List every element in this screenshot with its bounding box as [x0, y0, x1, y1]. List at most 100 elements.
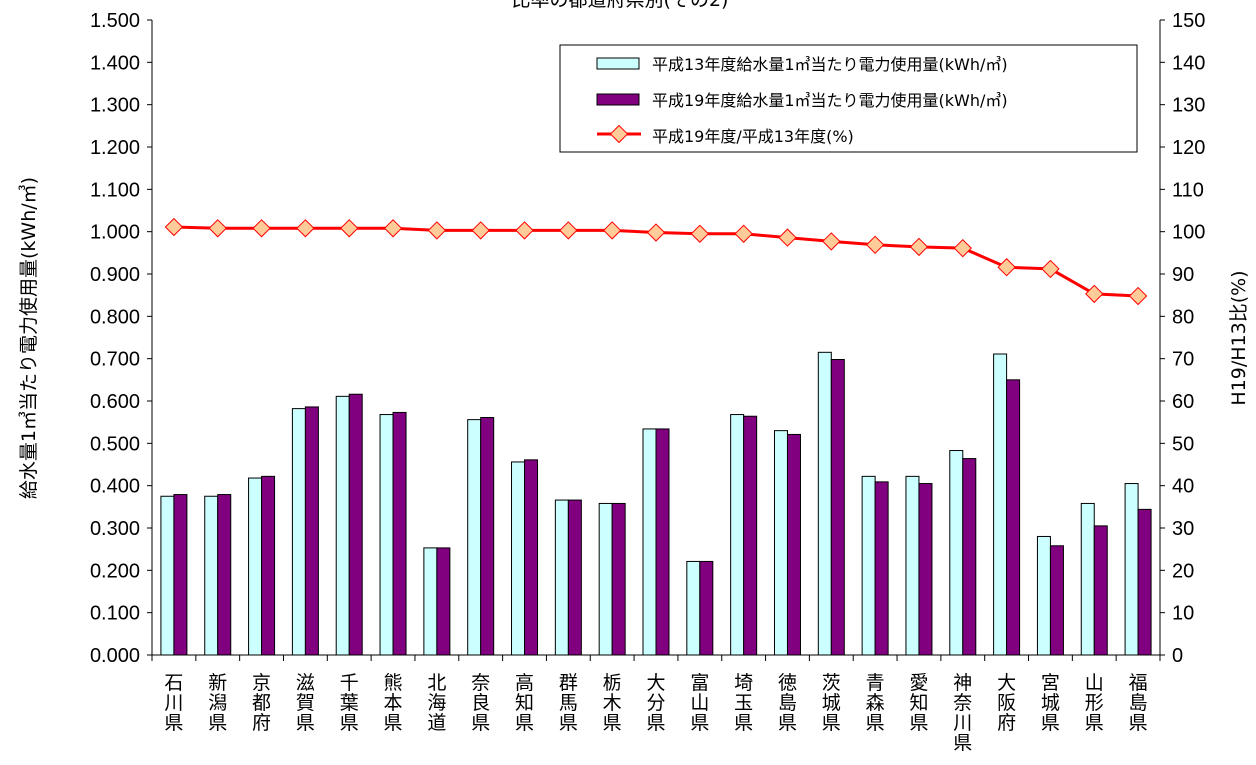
ratio-point-marker: [208, 219, 227, 238]
left-y-tick-label: 1.100: [90, 179, 140, 201]
right-y-tick-label: 150: [1172, 10, 1205, 32]
left-y-tick-label: 1.200: [90, 137, 140, 159]
bar-h19: [655, 428, 670, 656]
ratio-point-marker: [1085, 284, 1104, 304]
ratio-point-marker: [690, 224, 710, 243]
right-y-tick-label: 60: [1172, 391, 1194, 413]
right-y-tick-label: 70: [1172, 349, 1194, 371]
ratio-point-marker: [822, 232, 841, 251]
right-y-tick-label: 120: [1172, 137, 1205, 159]
chart-title: 比率の都道府県別(その2): [512, 0, 729, 11]
bar-h19: [918, 483, 933, 656]
ratio-point-marker: [865, 235, 885, 254]
bar-h13: [511, 461, 526, 656]
ratio-point-marker: [778, 228, 797, 247]
bar-h13: [686, 560, 701, 656]
bar-h13: [248, 477, 263, 656]
bar-h19: [743, 415, 758, 656]
bar-h19: [1049, 545, 1064, 656]
x-category-label: 京都府: [252, 672, 271, 734]
left-y-tick-label: 0.700: [90, 349, 140, 371]
x-category-label: 青森県: [866, 672, 885, 734]
ratio-point-marker: [997, 258, 1016, 277]
bar-h13: [379, 414, 394, 656]
bar-h19: [436, 547, 451, 656]
x-category-label: 新潟県: [208, 672, 227, 734]
bar-h13: [160, 495, 175, 656]
left-y-tick-label: 1.000: [90, 222, 140, 244]
x-axis-category-labels: 石川県 新潟県 京都府 滋賀県 千葉県 熊本県 北海道 奈良県 高知県 群馬県 栃木県 大分県 富山県 埼…: [164, 672, 1147, 754]
bar-h13: [642, 428, 657, 656]
ratio-point-marker: [646, 223, 666, 242]
ratio-point-marker: [953, 238, 972, 258]
legend-swatch-ratio-marker: [609, 124, 629, 144]
right-y-tick-label: 100: [1172, 222, 1205, 244]
x-category-label: 大分県: [646, 672, 665, 734]
ratio-point-marker: [164, 217, 184, 237]
left-y-tick-label: 0.600: [90, 391, 140, 413]
left-y-tick-label: 0.400: [90, 476, 140, 498]
bar-h19: [304, 406, 319, 656]
bar-h13: [730, 414, 745, 656]
right-y-tick-label: 80: [1172, 306, 1194, 328]
left-y-axis-ticks: 0.000 0.100 0.200 0.300 0.400 0.500 0.600 0.700…: [90, 10, 140, 667]
ratio-point-marker: [1128, 286, 1148, 306]
left-y-tick-label: 0.100: [90, 603, 140, 625]
right-y-axis-title: H19/H13比(%): [1228, 270, 1250, 405]
right-y-tick-label: 50: [1172, 433, 1194, 455]
right-y-tick-label: 40: [1172, 476, 1194, 498]
left-y-axis-title: 給水量1㎥当たり電力使用量(kWh/㎥): [18, 177, 40, 499]
left-y-tick-label: 0.500: [90, 433, 140, 455]
bar-h19: [962, 458, 977, 656]
x-category-label: 千葉県: [340, 672, 359, 734]
x-category-label: 福島県: [1129, 672, 1148, 734]
legend-box: [559, 44, 1138, 153]
bar-h13: [993, 353, 1008, 656]
bar-h19: [348, 393, 363, 656]
bars: [160, 351, 1152, 656]
bar-h13: [1080, 502, 1095, 656]
x-category-label: 埼玉県: [734, 672, 753, 734]
left-y-tick-label: 1.400: [90, 52, 140, 74]
bar-h19: [830, 359, 845, 656]
bar-h13: [773, 430, 788, 656]
left-y-tick-label: 0.200: [90, 560, 140, 582]
right-y-axis-ticks: 0 10 20 30 40 50 60 70 80 90 100 110 120 130 140 150: [1172, 10, 1205, 667]
x-category-label: 北海道: [427, 672, 446, 734]
x-category-label: 熊本県: [384, 672, 403, 734]
left-y-tick-label: 0.300: [90, 518, 140, 540]
legend-swatch-h19: [596, 93, 640, 106]
right-y-tick-label: 130: [1172, 95, 1205, 117]
x-category-label: 石川県: [164, 672, 183, 734]
bar-h19: [1006, 379, 1021, 656]
x-category-label: 富山県: [690, 672, 709, 734]
right-y-tick-label: 20: [1172, 560, 1194, 582]
legend-label-ratio: 平成19年度/平成13年度(%): [652, 127, 854, 146]
ratio-point-marker: [1041, 259, 1060, 279]
left-y-tick-label: 0.000: [90, 645, 140, 667]
x-category-label: 山形県: [1085, 672, 1104, 734]
ratio-point-marker: [515, 221, 534, 240]
legend: 平成13年度給水量1㎥当たり電力使用量(kWh/㎥) 平成19年度給水量1㎥当た…: [559, 44, 1138, 153]
bar-h13: [817, 351, 832, 656]
bar-h19: [392, 411, 407, 656]
right-y-tick-label: 30: [1172, 518, 1194, 540]
bar-h13: [335, 395, 350, 656]
right-y-tick-label: 90: [1172, 264, 1194, 286]
bar-h13: [1124, 483, 1139, 656]
right-y-tick-label: 0: [1172, 645, 1183, 667]
legend-label-h19: 平成19年度給水量1㎥当たり電力使用量(kWh/㎥): [652, 91, 1008, 110]
bar-h13: [949, 450, 964, 656]
bar-h19: [699, 560, 714, 656]
legend-label-h13: 平成13年度給水量1㎥当たり電力使用量(kWh/㎥): [652, 55, 1008, 74]
left-y-tick-label: 0.900: [90, 264, 140, 286]
x-category-label: 奈良県: [471, 672, 490, 734]
ratio-point-marker: [383, 219, 403, 238]
x-category-label: 栃木県: [603, 672, 622, 734]
bar-h13: [1036, 535, 1051, 656]
x-category-label: 高知県: [515, 672, 534, 734]
legend-swatch-h13: [596, 57, 640, 70]
bar-h19: [611, 502, 626, 656]
ratio-point-marker: [427, 221, 447, 240]
